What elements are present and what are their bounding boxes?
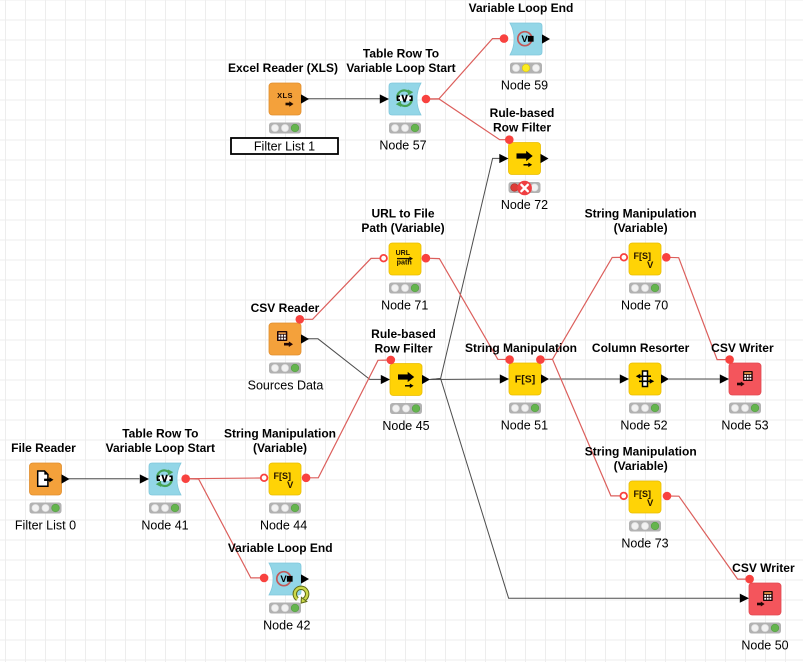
- svg-text:Node 72: Node 72: [501, 198, 548, 212]
- svg-text:V: V: [647, 498, 654, 509]
- svg-text:Node 45: Node 45: [382, 419, 429, 433]
- svg-text:Variable Loop End: Variable Loop End: [469, 1, 574, 15]
- svg-text:Sources Data: Sources Data: [248, 379, 324, 393]
- svg-text:(Variable): (Variable): [614, 221, 668, 235]
- svg-text:Node 53: Node 53: [721, 419, 768, 433]
- svg-text:Column Resorter: Column Resorter: [592, 341, 690, 355]
- svg-text:String Manipulation: String Manipulation: [585, 207, 697, 221]
- svg-text:Node 51: Node 51: [501, 419, 548, 433]
- svg-text:Node 71: Node 71: [381, 299, 428, 313]
- svg-text:Row Filter: Row Filter: [374, 342, 432, 356]
- svg-text:XLS: XLS: [277, 91, 293, 100]
- svg-text:Excel Reader (XLS): Excel Reader (XLS): [228, 61, 338, 75]
- svg-text:F[S]: F[S]: [515, 374, 535, 386]
- svg-text:V: V: [521, 34, 528, 45]
- svg-text:F[S]: F[S]: [634, 251, 652, 261]
- svg-text:String Manipulation: String Manipulation: [465, 341, 577, 355]
- svg-text:(Variable): (Variable): [614, 459, 668, 473]
- svg-text:File Reader: File Reader: [11, 441, 76, 455]
- svg-text:Node 73: Node 73: [621, 537, 668, 551]
- svg-text:Node 42: Node 42: [263, 619, 310, 633]
- svg-text:URL: URL: [396, 250, 411, 257]
- svg-text:Variable Loop Start: Variable Loop Start: [346, 61, 455, 75]
- svg-text:V: V: [647, 260, 654, 271]
- svg-text:Variable Loop Start: Variable Loop Start: [106, 441, 215, 455]
- svg-text:Filter List 0: Filter List 0: [15, 519, 76, 533]
- svg-text:Node 41: Node 41: [141, 519, 188, 533]
- svg-text:path: path: [397, 258, 412, 267]
- svg-text:Node 50: Node 50: [741, 639, 788, 653]
- svg-text:V: V: [280, 574, 287, 585]
- svg-text:String Manipulation: String Manipulation: [585, 445, 697, 459]
- svg-text:String Manipulation: String Manipulation: [224, 427, 336, 441]
- svg-text:Table Row To: Table Row To: [122, 427, 198, 441]
- svg-text:Filter List 1: Filter List 1: [254, 140, 315, 154]
- svg-text:CSV Writer: CSV Writer: [711, 341, 774, 355]
- svg-text:Node 70: Node 70: [621, 299, 668, 313]
- svg-text:Node 44: Node 44: [260, 519, 307, 533]
- svg-text:Node 59: Node 59: [501, 79, 548, 93]
- svg-text:Variable Loop End: Variable Loop End: [228, 541, 333, 555]
- svg-text:CSV Reader: CSV Reader: [251, 301, 320, 315]
- svg-text:V: V: [287, 480, 294, 491]
- svg-text:CSV Writer: CSV Writer: [732, 561, 795, 575]
- svg-text:Rule-based: Rule-based: [490, 106, 555, 120]
- svg-text:F[S]: F[S]: [274, 471, 292, 481]
- svg-text:Node 52: Node 52: [620, 419, 667, 433]
- svg-text:(Variable): (Variable): [253, 441, 307, 455]
- svg-text:Path (Variable): Path (Variable): [361, 221, 444, 235]
- svg-text:Table Row To: Table Row To: [363, 47, 439, 61]
- svg-text:F[S]: F[S]: [634, 489, 652, 499]
- svg-text:URL to File: URL to File: [371, 207, 434, 221]
- svg-text:Node 57: Node 57: [379, 139, 426, 153]
- svg-text:Rule-based: Rule-based: [371, 327, 436, 341]
- svg-text:Row Filter: Row Filter: [493, 121, 551, 135]
